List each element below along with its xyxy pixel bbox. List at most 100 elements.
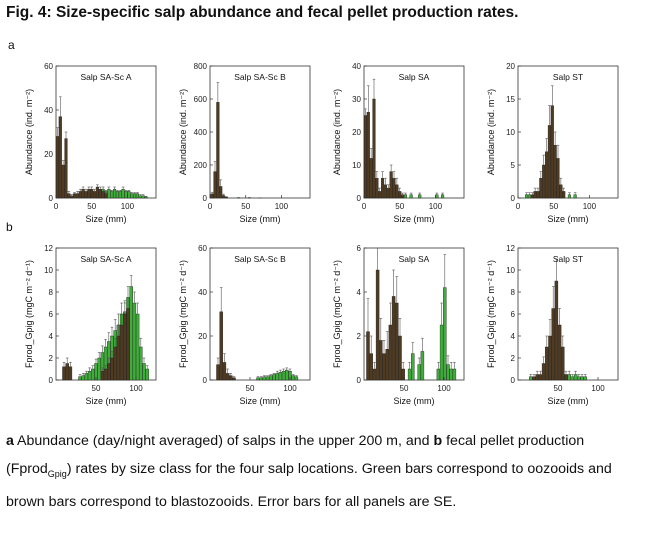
bar-oozooids [138, 195, 142, 199]
x-axis-label: Size (mm) [86, 214, 127, 224]
bar-blastozooids [395, 184, 399, 199]
bar-oozooids [121, 188, 125, 199]
bar-oozooids [262, 376, 267, 381]
bar-blastozooids [561, 346, 565, 381]
bar-blastozooids [62, 366, 66, 381]
panel-b-label: b [6, 220, 13, 234]
chart-b-salp-sasc-b: 50 100 0 20 40 60 Salp SA-Sc B Size (mm) Fprod_G… [178, 244, 311, 406]
y-axis-label: Abundance (ind. m⁻²) [486, 89, 496, 175]
bar-oozooids [443, 287, 447, 381]
bar-oozooids [525, 194, 529, 199]
bar-blastozooids [369, 158, 373, 199]
y-tick-label: 10 [44, 266, 53, 275]
y-axis-label: Fprod_Gpig (mgC m⁻² d⁻¹) [24, 260, 34, 368]
bar-oozooids [573, 194, 577, 199]
y-tick-label: 40 [44, 106, 53, 115]
x-tick-label: 50 [554, 384, 563, 393]
bar-blastozooids [232, 377, 236, 381]
bar-oozooids [403, 194, 407, 199]
y-axis-label: Fprod_Gpig (mgC m⁻² d⁻¹) [486, 260, 496, 368]
bar-oozooids [291, 375, 295, 381]
bar-blastozooids [126, 308, 130, 381]
x-axis-label: Size (mm) [394, 396, 435, 406]
chart-title: Salp SA [399, 72, 430, 82]
caption-a-text: Abundance (day/night averaged) of salps … [13, 433, 434, 449]
y-tick-label: 800 [194, 62, 208, 71]
chart-title: Salp SA-Sc A [80, 254, 131, 264]
bar-oozooids [265, 376, 270, 381]
bar-blastozooids [366, 331, 370, 381]
y-tick-label: 2 [357, 332, 362, 341]
bar-blastozooids [541, 363, 546, 381]
bar-blastozooids [553, 144, 557, 199]
y-tick-label: 40 [352, 62, 361, 71]
y-tick-label: 10 [352, 161, 361, 170]
bar-blastozooids [392, 177, 396, 199]
x-axis-label: Size (mm) [86, 396, 127, 406]
y-tick-label: 0 [49, 376, 54, 385]
bar-oozooids [580, 376, 584, 381]
y-axis-label: Abundance (ind. m⁻²) [178, 89, 188, 175]
y-axis-label: Fprod_Gpig (mgC m⁻² d⁻¹) [332, 260, 342, 368]
bar-blastozooids [391, 296, 396, 381]
bar-blastozooids [78, 191, 82, 199]
x-tick-label: 50 [246, 384, 255, 393]
x-tick-label: 100 [591, 384, 605, 393]
bar-blastozooids [87, 188, 91, 199]
bar-oozooids [452, 368, 457, 381]
bar-oozooids [577, 376, 581, 381]
x-tick-label: 50 [87, 202, 96, 211]
bar-blastozooids [386, 187, 390, 199]
x-axis-label: Size (mm) [548, 214, 589, 224]
bar-oozooids [132, 302, 137, 381]
bar-blastozooids [119, 324, 124, 381]
y-tick-label: 6 [511, 310, 516, 319]
bar-oozooids [91, 368, 95, 381]
y-tick-label: 0 [203, 194, 208, 203]
y-tick-label: 6 [357, 244, 362, 253]
bar-blastozooids [116, 335, 121, 381]
bar-oozooids [275, 373, 279, 381]
bar-blastozooids [68, 366, 73, 381]
bar-blastozooids [375, 177, 379, 199]
x-tick-label: 50 [395, 202, 404, 211]
bar-blastozooids [113, 346, 117, 381]
caption-b-label: b [433, 433, 443, 449]
bar-blastozooids [93, 191, 97, 199]
bar-blastozooids [401, 194, 405, 199]
bar-blastozooids [219, 311, 223, 381]
y-tick-label: 2 [49, 354, 54, 363]
bar-blastozooids [530, 194, 534, 199]
bar-blastozooids [381, 177, 385, 199]
x-axis-label: Size (mm) [240, 214, 281, 224]
y-axis-label: Fprod_Gpig (mgC m⁻² d⁻¹) [178, 260, 188, 368]
bar-blastozooids [550, 105, 554, 199]
bar-blastozooids [389, 171, 393, 199]
bar-blastozooids [548, 335, 552, 381]
plot-frame [209, 65, 311, 199]
y-tick-label: 4 [511, 332, 516, 341]
bar-blastozooids [385, 348, 389, 381]
bar-oozooids [407, 368, 412, 381]
bar-oozooids [256, 377, 260, 381]
panel-a-label: a [8, 38, 15, 52]
chart-title: Salp SA [399, 254, 430, 264]
y-tick-label: 20 [352, 128, 361, 137]
y-tick-label: 12 [506, 244, 515, 253]
bar-blastozooids [564, 374, 568, 381]
bar-oozooids [110, 191, 114, 199]
bar-blastozooids [379, 340, 383, 381]
bar-oozooids [115, 191, 119, 199]
y-tick-label: 0 [203, 376, 208, 385]
bar-oozooids [142, 363, 146, 381]
y-axis-label: Abundance (ind. m⁻²) [24, 89, 34, 175]
bar-blastozooids [388, 324, 393, 381]
plot-frame [517, 247, 619, 381]
y-tick-label: 0 [511, 194, 516, 203]
bar-blastozooids [556, 158, 560, 199]
chart-title: Salp SA-Sc A [80, 72, 131, 82]
bar-blastozooids [557, 324, 562, 381]
bar-oozooids [144, 196, 148, 199]
bar-blastozooids [107, 363, 111, 381]
bar-blastozooids [84, 191, 88, 199]
